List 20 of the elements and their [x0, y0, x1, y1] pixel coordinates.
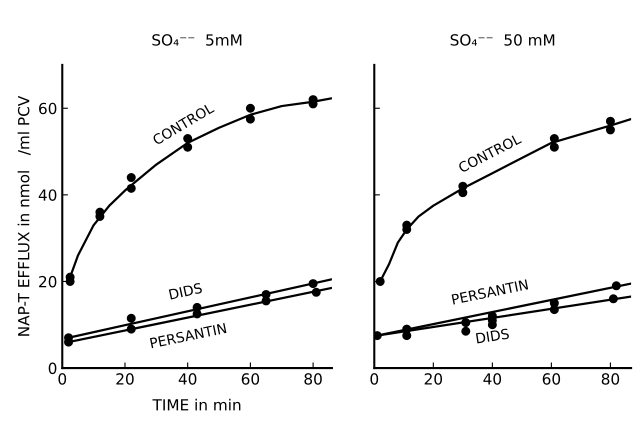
y-axis-title: NAP-T EFFLUX in nmol /ml PCV	[18, 96, 31, 336]
x-tick-label: 60	[242, 373, 260, 385]
x-tick-label: 80	[602, 373, 620, 385]
x-tick-label: 0	[370, 373, 378, 385]
text: DIDS	[168, 282, 202, 300]
text: DIDS	[476, 328, 510, 344]
x-tick-label: 80	[304, 373, 322, 385]
x-tick-label: 40	[178, 373, 196, 385]
x-axis-title: TIME in min	[152, 398, 240, 410]
x-tick-label: 60	[542, 373, 560, 385]
y-tick-label: 20	[39, 276, 56, 288]
x-tick-label: 20	[116, 373, 134, 385]
chart-title: SO₄⁻⁻ 5mM	[152, 34, 242, 46]
y-tick-label: 60	[39, 102, 56, 114]
x-tick-label: 0	[58, 373, 66, 385]
y-tick-label: 40	[38, 189, 56, 201]
chart-title: SO₄⁻⁻ 50 mM	[450, 34, 554, 46]
y-tick-label: 0	[48, 362, 56, 374]
x-tick-label: 20	[424, 373, 442, 385]
x-tick-label: 40	[483, 373, 502, 385]
